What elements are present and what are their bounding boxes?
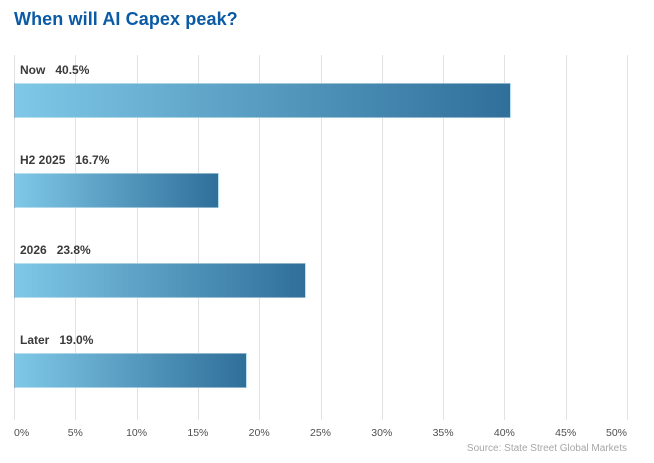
x-tick-label: 30% (371, 427, 393, 439)
bar-group-now: Now 40.5% (14, 55, 627, 145)
gridline-45% (565, 55, 567, 420)
bar-later (14, 353, 247, 388)
value-label: 19.0% (59, 333, 94, 347)
gridline-30% (381, 55, 383, 420)
bar-label-h2-2025: H2 2025 16.7% (20, 153, 109, 167)
bar-now (14, 83, 511, 118)
bar-label-2026: 2026 23.8% (20, 243, 91, 257)
x-tick-label: 5% (67, 427, 83, 439)
category-label: 2026 (20, 243, 47, 257)
gridline-35% (443, 55, 445, 420)
category-label: Later (20, 333, 50, 347)
chart-title: When will AI Capex peak? (14, 9, 238, 29)
bar-group-later: Later 19.0% (14, 325, 627, 415)
bar-label-later: Later 19.0% (20, 333, 93, 347)
bar-label-now: Now 40.5% (20, 63, 89, 77)
gridline-40% (504, 55, 506, 420)
category-label: Now (20, 63, 46, 77)
bar-h2-2025 (14, 173, 219, 208)
gridline-15% (197, 55, 199, 420)
gridline-20% (259, 55, 261, 420)
x-tick-label: 40% (493, 427, 515, 439)
x-tick-label: 35% (432, 427, 454, 439)
category-label: H2 2025 (20, 153, 66, 167)
x-tick-label: 20% (248, 427, 270, 439)
bar-group-h2-2025: H2 2025 16.7% (14, 145, 627, 235)
source-note: Source: State Street Global Markets (466, 443, 627, 454)
bar-group-2026: 2026 23.8% (14, 235, 627, 325)
x-tick-label: 15% (187, 427, 209, 439)
value-label: 23.8% (56, 243, 91, 257)
x-axis: 0% 5% 10% 15% 20% 25% 30% 35% 40% 45% 50% (14, 427, 627, 441)
gridline-10% (136, 55, 138, 420)
value-label: 40.5% (55, 63, 90, 77)
x-tick-label: 50% (605, 427, 627, 439)
x-tick-label: 45% (555, 427, 577, 439)
value-label: 16.7% (75, 153, 110, 167)
gridline-25% (320, 55, 322, 420)
plot-area: Now 40.5% H2 2025 16.7% 2026 23.8% Later 19.0% (14, 55, 628, 420)
x-tick-label: 0% (14, 427, 30, 439)
gridline-0% (14, 55, 15, 420)
bar-2026 (14, 263, 306, 298)
gridline-5% (75, 55, 77, 420)
x-tick-label: 10% (126, 427, 148, 439)
x-tick-label: 25% (309, 427, 332, 439)
gridline-50% (627, 55, 628, 420)
